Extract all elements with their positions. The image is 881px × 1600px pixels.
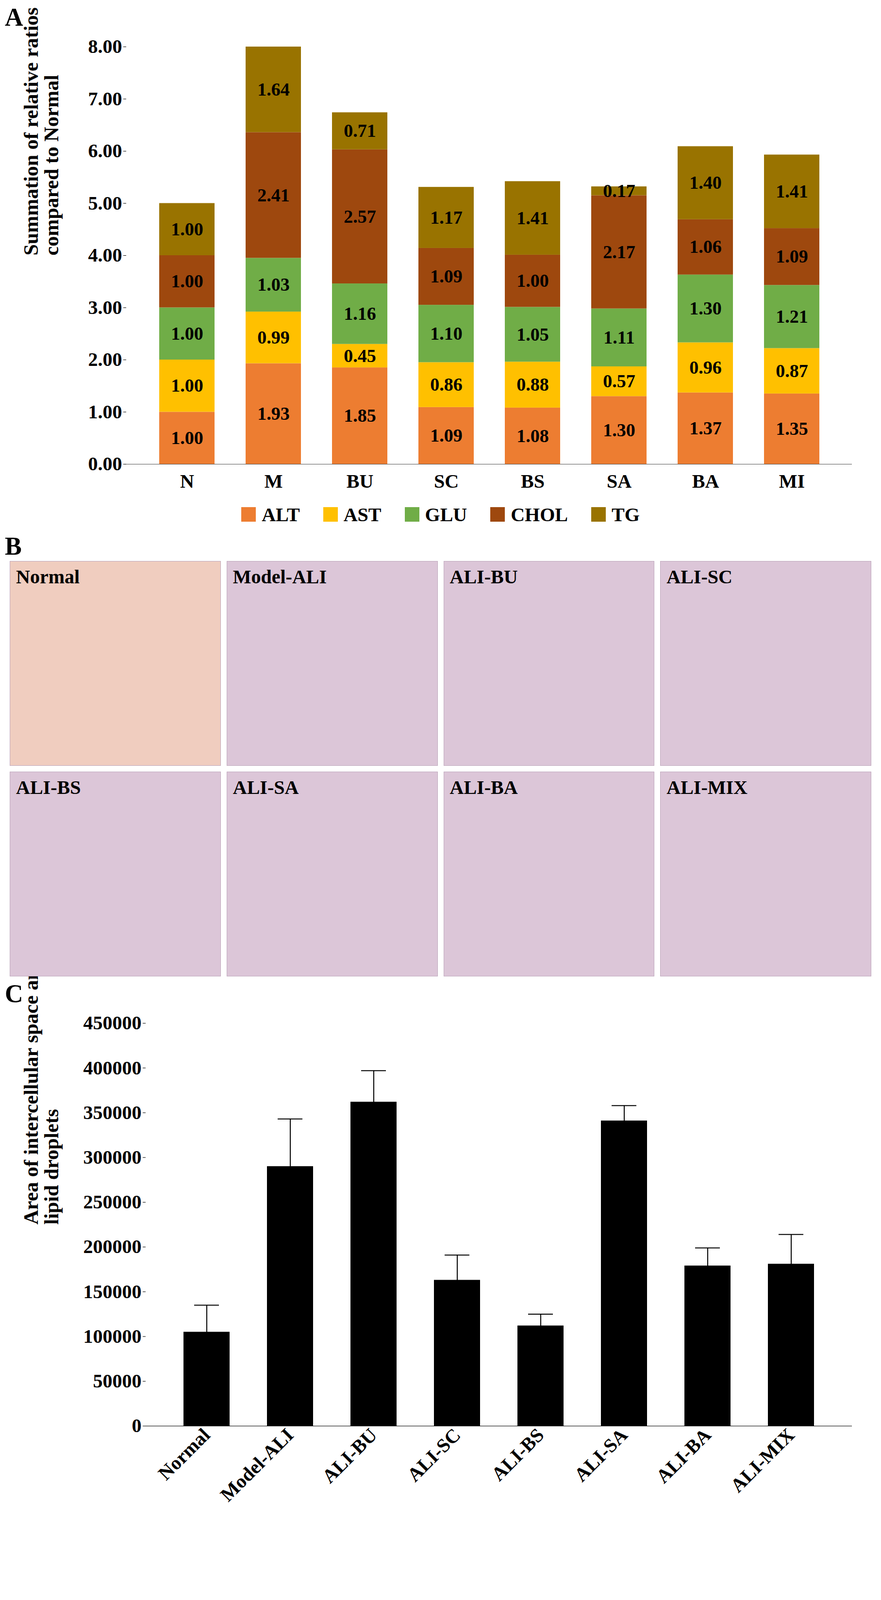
html-text:A: A — [4, 3, 24, 32]
svg-text:0.87: 0.87 — [775, 360, 809, 382]
svg-text:1.30: 1.30 — [602, 419, 636, 441]
svg-text:0.57: 0.57 — [602, 370, 636, 392]
svg-text:300000: 300000 — [83, 1146, 142, 1169]
html-text:ALI-BS: ALI-BS — [16, 776, 81, 799]
svg-text:ALI-SA: ALI-SA — [569, 1424, 632, 1487]
svg-text:0.96: 0.96 — [689, 357, 722, 378]
svg-text:MI: MI — [779, 470, 805, 493]
svg-text:1.41: 1.41 — [516, 207, 549, 229]
svg-text:1.06: 1.06 — [689, 236, 722, 257]
svg-text:2.17: 2.17 — [602, 241, 636, 263]
svg-text:6.00: 6.00 — [88, 139, 123, 162]
svg-text:ALI-BA: ALI-BA — [651, 1424, 716, 1488]
svg-text:1.30: 1.30 — [689, 298, 722, 319]
svg-text:1.08: 1.08 — [516, 425, 549, 447]
svg-text:1.00: 1.00 — [88, 400, 123, 423]
svg-text:0.17: 0.17 — [602, 180, 636, 201]
svg-text:0.86: 0.86 — [430, 374, 463, 395]
svg-text:0.45: 0.45 — [343, 345, 377, 366]
svg-text:7.00: 7.00 — [88, 87, 123, 110]
svg-text:1.00: 1.00 — [170, 218, 204, 240]
html-text:ALI-SC: ALI-SC — [666, 565, 733, 588]
svg-text:1.37: 1.37 — [689, 417, 722, 439]
svg-text:Area of intercellular space an: Area of intercellular space andlipid dro… — [19, 957, 63, 1226]
svg-text:1.35: 1.35 — [775, 418, 809, 439]
svg-text:N: N — [180, 470, 195, 493]
svg-text:2.57: 2.57 — [343, 206, 377, 227]
svg-text:BU: BU — [346, 470, 374, 493]
svg-text:1.09: 1.09 — [430, 265, 463, 287]
svg-text:1.64: 1.64 — [257, 79, 290, 100]
svg-text:1.17: 1.17 — [430, 207, 463, 228]
svg-text:5.00: 5.00 — [88, 192, 123, 215]
html-text:GLU: GLU — [424, 503, 468, 526]
svg-text:100000: 100000 — [83, 1325, 142, 1348]
svg-text:M: M — [264, 470, 283, 493]
svg-text:1.00: 1.00 — [170, 270, 204, 292]
html-text:Normal: Normal — [16, 565, 80, 588]
html-text:ALT: ALT — [261, 503, 300, 526]
svg-text:1.00: 1.00 — [516, 270, 549, 291]
svg-text:1.09: 1.09 — [430, 425, 463, 446]
html-text:CHOL: CHOL — [510, 503, 568, 526]
svg-text:8.00: 8.00 — [88, 35, 123, 58]
html-text:TG: TG — [611, 503, 640, 526]
html-text:Model-ALI: Model-ALI — [232, 565, 327, 588]
svg-text:1.10: 1.10 — [430, 323, 463, 344]
svg-text:2.00: 2.00 — [88, 348, 123, 371]
svg-text:400000: 400000 — [83, 1057, 142, 1080]
html-text:ALI-BA: ALI-BA — [449, 776, 518, 799]
svg-text:SA: SA — [606, 470, 632, 493]
html-text:ALI-SA: ALI-SA — [232, 776, 299, 799]
svg-text:ALI-SC: ALI-SC — [402, 1424, 466, 1487]
svg-text:1.40: 1.40 — [689, 172, 722, 193]
html-text:ALI-MIX: ALI-MIX — [666, 776, 748, 799]
svg-text:Model-ALI: Model-ALI — [216, 1424, 299, 1507]
svg-text:150000: 150000 — [83, 1280, 142, 1303]
svg-text:1.16: 1.16 — [343, 303, 377, 324]
svg-text:3.00: 3.00 — [88, 296, 123, 319]
svg-text:1.00: 1.00 — [170, 323, 204, 344]
svg-text:BS: BS — [520, 470, 545, 493]
html-text:C: C — [4, 980, 24, 1008]
svg-text:1.09: 1.09 — [775, 246, 809, 267]
html-text:AST: AST — [343, 503, 382, 526]
svg-text:1.41: 1.41 — [775, 181, 809, 202]
svg-text:0.88: 0.88 — [516, 374, 549, 395]
svg-text:1.00: 1.00 — [170, 427, 204, 449]
svg-text:4.00: 4.00 — [88, 244, 123, 266]
svg-text:1.85: 1.85 — [343, 405, 377, 426]
svg-text:2.41: 2.41 — [257, 184, 290, 205]
svg-text:BA: BA — [692, 470, 720, 493]
svg-text:1.93: 1.93 — [257, 403, 290, 424]
html-text:B: B — [4, 532, 22, 561]
svg-text:0.71: 0.71 — [343, 120, 377, 141]
svg-text:450000: 450000 — [83, 1012, 142, 1034]
svg-text:350000: 350000 — [83, 1101, 142, 1124]
svg-text:200000: 200000 — [83, 1235, 142, 1258]
svg-text:1.21: 1.21 — [775, 306, 809, 327]
svg-text:ALI-BU: ALI-BU — [317, 1424, 382, 1488]
svg-text:Normal: Normal — [153, 1424, 215, 1485]
svg-text:0.99: 0.99 — [257, 327, 290, 348]
svg-text:Summation of relative ratiosco: Summation of relative ratioscompared to … — [19, 7, 63, 256]
svg-text:50000: 50000 — [93, 1370, 142, 1393]
svg-text:250000: 250000 — [83, 1191, 142, 1214]
svg-text:0.00: 0.00 — [88, 452, 123, 475]
svg-text:0: 0 — [132, 1414, 142, 1437]
svg-text:1.03: 1.03 — [257, 274, 290, 295]
html-text:ALI-BU: ALI-BU — [449, 565, 518, 588]
svg-text:1.00: 1.00 — [170, 375, 204, 396]
svg-text:SC: SC — [433, 470, 459, 493]
svg-text:ALI-BS: ALI-BS — [486, 1424, 549, 1486]
svg-text:1.11: 1.11 — [603, 327, 635, 348]
svg-text:1.05: 1.05 — [516, 324, 549, 345]
svg-text:ALI-MIX: ALI-MIX — [726, 1424, 799, 1497]
